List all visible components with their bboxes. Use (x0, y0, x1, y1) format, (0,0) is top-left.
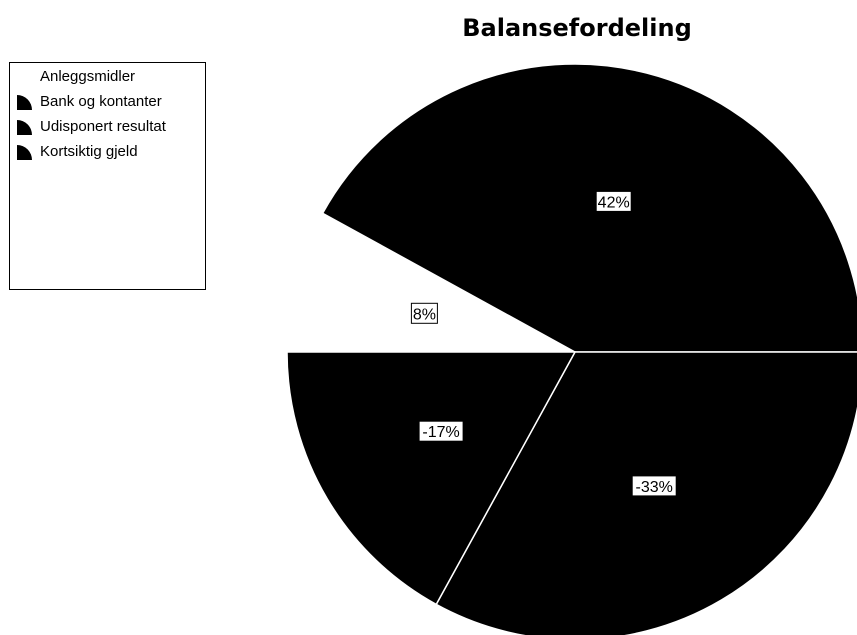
legend: Anleggsmidler Bank og kontanter Udisponert… (9, 62, 206, 290)
pie-slice-anleggsmidler (286, 212, 576, 353)
legend-item-kortsiktig-gjeld: Kortsiktig gjeld (10, 139, 205, 164)
legend-swatch (17, 70, 32, 85)
slice-label-box (631, 475, 677, 497)
legend-swatch (17, 120, 32, 135)
legend-label: Kortsiktig gjeld (40, 143, 138, 160)
slice-label-text: -17% (422, 424, 459, 441)
slice-label-bank-og-kontanter: 42% (595, 190, 632, 212)
chart-title: Balansefordeling (462, 14, 692, 42)
slice-label-text: -33% (636, 479, 673, 496)
legend-item-anleggsmidler: Anleggsmidler (10, 64, 205, 89)
pie-slice-kortsiktig-gjeld (286, 351, 577, 606)
slice-label-text: 8% (413, 306, 436, 323)
legend-swatch (17, 145, 32, 160)
slice-label-text: 42% (598, 194, 630, 211)
legend-label: Bank og kontanter (40, 93, 162, 110)
slice-label-anleggsmidler: 8% (410, 302, 438, 324)
slice-label-box (595, 190, 632, 212)
pie-slice-bank-og-kontanter (321, 63, 857, 353)
slice-label-kortsiktig-gjeld: -17% (418, 420, 464, 442)
slice-label-udisponert-resultat: -33% (631, 475, 677, 497)
legend-swatch (17, 95, 32, 110)
legend-item-udisponert-resultat: Udisponert resultat (10, 114, 205, 139)
legend-item-bank-og-kontanter: Bank og kontanter (10, 89, 205, 114)
slice-label-box (410, 302, 438, 324)
slice-label-box (418, 420, 464, 442)
legend-label: Anleggsmidler (40, 68, 136, 85)
legend-label: Udisponert resultat (40, 118, 166, 135)
